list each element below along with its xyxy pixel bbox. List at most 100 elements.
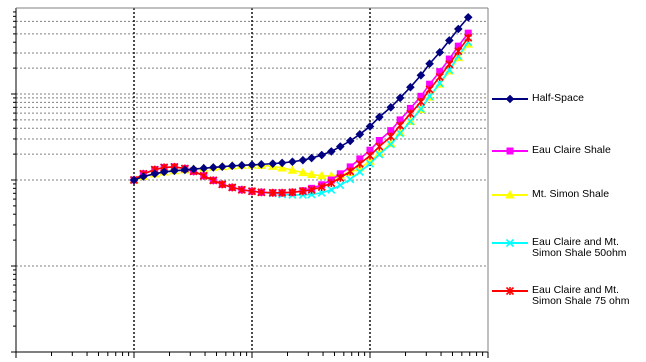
data-point — [257, 160, 266, 169]
data-point — [396, 121, 405, 130]
data-point — [365, 151, 375, 160]
data-point — [228, 183, 237, 192]
data-point — [199, 171, 208, 180]
x-stroke — [396, 129, 405, 138]
data-point — [317, 150, 327, 160]
data-point — [327, 147, 336, 156]
data-point — [316, 170, 327, 180]
data-point — [277, 158, 287, 168]
data-point — [199, 163, 209, 173]
data-point — [435, 72, 444, 81]
x-stroke — [386, 140, 395, 149]
data-point — [298, 187, 307, 196]
data-point — [375, 112, 384, 122]
data-point — [386, 132, 395, 141]
x-stroke — [317, 188, 326, 197]
data-point — [355, 159, 364, 168]
series-layer — [129, 12, 474, 200]
legend-label-eau-claire-shale: Eau Claire Shale — [532, 144, 611, 156]
x-stroke — [416, 104, 425, 114]
data-point — [336, 173, 345, 182]
legend-label-half-space: Half-Space — [532, 92, 584, 104]
data-point — [346, 167, 355, 176]
x-stroke — [365, 159, 375, 168]
data-point — [365, 159, 375, 168]
data-point — [307, 185, 316, 194]
data-point — [445, 36, 454, 45]
data-point — [327, 185, 336, 194]
x-stroke — [435, 79, 444, 88]
legend-swatch-eau-claire-shale — [492, 147, 528, 155]
x-stroke — [327, 185, 336, 194]
data-point — [346, 175, 355, 184]
data-point — [180, 165, 190, 175]
legend-swatch-eau-claire-mt-simon-75ohm — [492, 286, 528, 296]
data-point — [365, 122, 375, 131]
data-point — [463, 12, 473, 22]
data-point — [288, 157, 297, 167]
data-point — [227, 161, 237, 171]
x-stroke — [346, 175, 355, 184]
legend-swatch-mt-simon-shale — [492, 189, 528, 199]
data-point — [416, 104, 425, 114]
data-point — [335, 142, 345, 151]
data-point — [406, 109, 415, 118]
x-stroke — [375, 150, 384, 159]
data-point — [150, 169, 160, 179]
data-point — [406, 117, 415, 126]
series-half-space — [129, 12, 473, 185]
data-point — [307, 153, 316, 163]
x-stroke — [505, 238, 515, 248]
data-point — [278, 188, 287, 197]
data-point — [355, 167, 364, 177]
data-point — [129, 175, 139, 185]
data-point — [425, 85, 434, 94]
data-point — [288, 188, 297, 197]
data-point — [435, 48, 445, 57]
data-point — [375, 150, 384, 159]
x-stroke — [445, 65, 454, 75]
data-point — [327, 179, 336, 188]
data-point — [159, 167, 169, 177]
legend-marker — [505, 286, 515, 296]
data-point — [277, 162, 287, 172]
data-point — [453, 24, 463, 34]
x-stroke — [336, 181, 345, 190]
data-point — [386, 103, 396, 112]
data-point — [454, 47, 463, 56]
data-point — [268, 159, 278, 168]
data-point — [395, 93, 405, 103]
data-point — [217, 162, 227, 171]
data-point — [170, 166, 179, 176]
data-point — [247, 160, 257, 170]
x-stroke — [406, 117, 415, 126]
data-point — [237, 185, 246, 194]
legend-marker — [505, 94, 515, 104]
data-point — [317, 188, 326, 197]
legend-swatch-half-space — [492, 94, 528, 104]
data-point — [386, 140, 395, 149]
data-point — [298, 155, 308, 165]
data-point — [396, 129, 405, 138]
data-point — [345, 136, 355, 146]
grid — [16, 7, 488, 353]
legend-marker — [505, 238, 515, 248]
legend-label-eau-claire-mt-simon-50ohm: Eau Claire and Mt. Simon Shale 50ohm — [532, 236, 627, 259]
data-point — [445, 60, 454, 69]
data-point — [139, 172, 148, 181]
axes — [11, 7, 489, 358]
data-point — [268, 188, 277, 197]
legend-marker — [505, 189, 515, 199]
data-point — [209, 163, 218, 172]
data-point — [209, 176, 218, 185]
data-point — [416, 97, 425, 106]
data-point — [406, 82, 415, 92]
legend-label-eau-claire-mt-simon-75ohm: Eau Claire and Mt. Simon Shale 75 ohm — [532, 284, 630, 307]
data-point — [317, 182, 326, 192]
data-point — [189, 164, 198, 174]
legend: Half-Space Eau Claire Shale Mt. Simon Sh… — [490, 0, 646, 362]
data-point — [218, 180, 227, 189]
data-point — [336, 181, 345, 190]
legend-marker — [506, 147, 514, 155]
